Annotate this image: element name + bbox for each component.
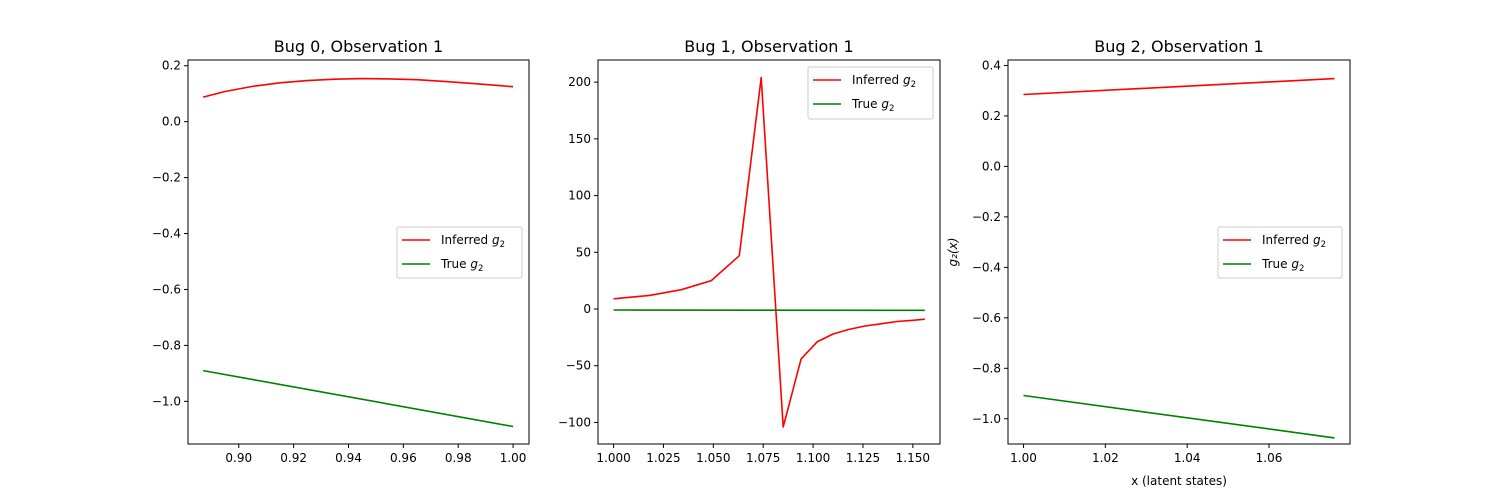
y-tick-label: −0.2 xyxy=(972,210,1001,224)
plot-frame xyxy=(187,59,530,445)
x-tick-label: 0.92 xyxy=(280,451,307,465)
y-axis-label: g₂(x) xyxy=(946,238,960,267)
y-tick-label: −100 xyxy=(558,415,591,429)
y-tick-label: 150 xyxy=(568,132,591,146)
x-tick-label: 1.00 xyxy=(1010,451,1037,465)
legend-series-name: Inferred xyxy=(1262,233,1309,247)
chart-title: Bug 1, Observation 1 xyxy=(684,37,853,56)
y-tick-label: 200 xyxy=(568,75,591,89)
x-tick-label: 1.025 xyxy=(646,451,680,465)
legend-series-name: True xyxy=(440,257,467,271)
y-tick-label: 50 xyxy=(576,245,591,259)
y-tick-label: −0.8 xyxy=(152,338,181,352)
legend-subscript: 2 xyxy=(889,104,894,114)
x-tick-label: 0.90 xyxy=(225,451,252,465)
x-tick-label: 0.94 xyxy=(335,451,362,465)
y-tick-label: −0.4 xyxy=(152,227,181,241)
y-tick-label: 0.2 xyxy=(162,59,181,73)
legend-subscript: 2 xyxy=(911,80,916,90)
series-line-true xyxy=(1023,394,1335,439)
y-tick-label: 0.4 xyxy=(982,58,1001,72)
series-line-true xyxy=(202,369,514,428)
x-tick-label: 1.04 xyxy=(1174,451,1201,465)
plot-frame xyxy=(1007,59,1351,445)
y-tick-label: −0.6 xyxy=(152,282,181,296)
y-tick-label: −1.0 xyxy=(972,412,1001,426)
y-tick-label: −0.2 xyxy=(152,171,181,185)
series-line-inferred xyxy=(1023,77,1335,96)
y-tick-label: 0.0 xyxy=(982,159,1001,173)
x-tick-label: 0.96 xyxy=(390,451,417,465)
x-tick-label: 0.98 xyxy=(445,451,472,465)
y-tick-label: 0.0 xyxy=(162,115,181,129)
chart-title: Bug 0, Observation 1 xyxy=(274,37,443,56)
x-tick-label: 1.100 xyxy=(796,451,830,465)
legend-label-inferred: Inferred g2 xyxy=(1262,233,1326,250)
y-tick-label: −0.6 xyxy=(972,311,1001,325)
x-tick-label: 1.125 xyxy=(846,451,880,465)
legend-series-name: True xyxy=(851,97,878,111)
legend-g-symbol: g xyxy=(467,257,479,271)
y-tick-label: 0.2 xyxy=(982,109,1001,123)
legend-subscript: 2 xyxy=(478,264,483,274)
x-tick-label: 1.000 xyxy=(596,451,630,465)
chart-panel-2: Bug 2, Observation 1 1.00 1.02 1.04 1.06 0.4 0… xyxy=(946,37,1351,488)
legend-g-symbol: g xyxy=(899,73,911,87)
y-tick-label: 0 xyxy=(583,302,591,316)
legend-g-symbol: g xyxy=(1309,233,1321,247)
chart-title: Bug 2, Observation 1 xyxy=(1094,37,1263,56)
chart-panel-0: Bug 0, Observation 1 0.90 0.92 0.94 0.96 0.98… xyxy=(152,37,530,465)
legend-subscript: 2 xyxy=(500,240,505,250)
x-axis-label: x (latent states) xyxy=(1131,474,1227,488)
legend-series-name: Inferred xyxy=(441,233,488,247)
series-line-inferred xyxy=(202,77,514,98)
legend-series-name: True xyxy=(1261,257,1288,271)
y-tick-label: −50 xyxy=(566,359,591,373)
x-tick-label: 1.06 xyxy=(1256,451,1283,465)
series-line-inferred xyxy=(613,76,925,428)
legend-g-symbol: g xyxy=(488,233,500,247)
legend-g-symbol: g xyxy=(1288,257,1300,271)
legend-label-inferred: Inferred g2 xyxy=(852,73,916,90)
legend-label-true: True g2 xyxy=(1261,257,1304,274)
legend-label-inferred: Inferred g2 xyxy=(441,233,505,250)
x-tick-label: 1.02 xyxy=(1092,451,1119,465)
legend-g-symbol: g xyxy=(878,97,890,111)
x-tick-label: 1.075 xyxy=(746,451,780,465)
x-tick-label: 1.050 xyxy=(696,451,730,465)
legend-series-name: Inferred xyxy=(852,73,899,87)
y-tick-label: −1.0 xyxy=(152,394,181,408)
legend-subscript: 2 xyxy=(1321,240,1326,250)
y-tick-label: −0.4 xyxy=(972,260,1001,274)
chart-panel-1: Bug 1, Observation 1 1.000 1.025 1.050 1.075… xyxy=(558,37,941,465)
y-tick-label: −0.8 xyxy=(972,361,1001,375)
y-tick-label: 100 xyxy=(568,189,591,203)
x-tick-label: 1.150 xyxy=(896,451,930,465)
legend-subscript: 2 xyxy=(1299,264,1304,274)
x-tick-label: 1.00 xyxy=(500,451,527,465)
legend-label-true: True g2 xyxy=(440,257,483,274)
legend-label-true: True g2 xyxy=(851,97,894,114)
